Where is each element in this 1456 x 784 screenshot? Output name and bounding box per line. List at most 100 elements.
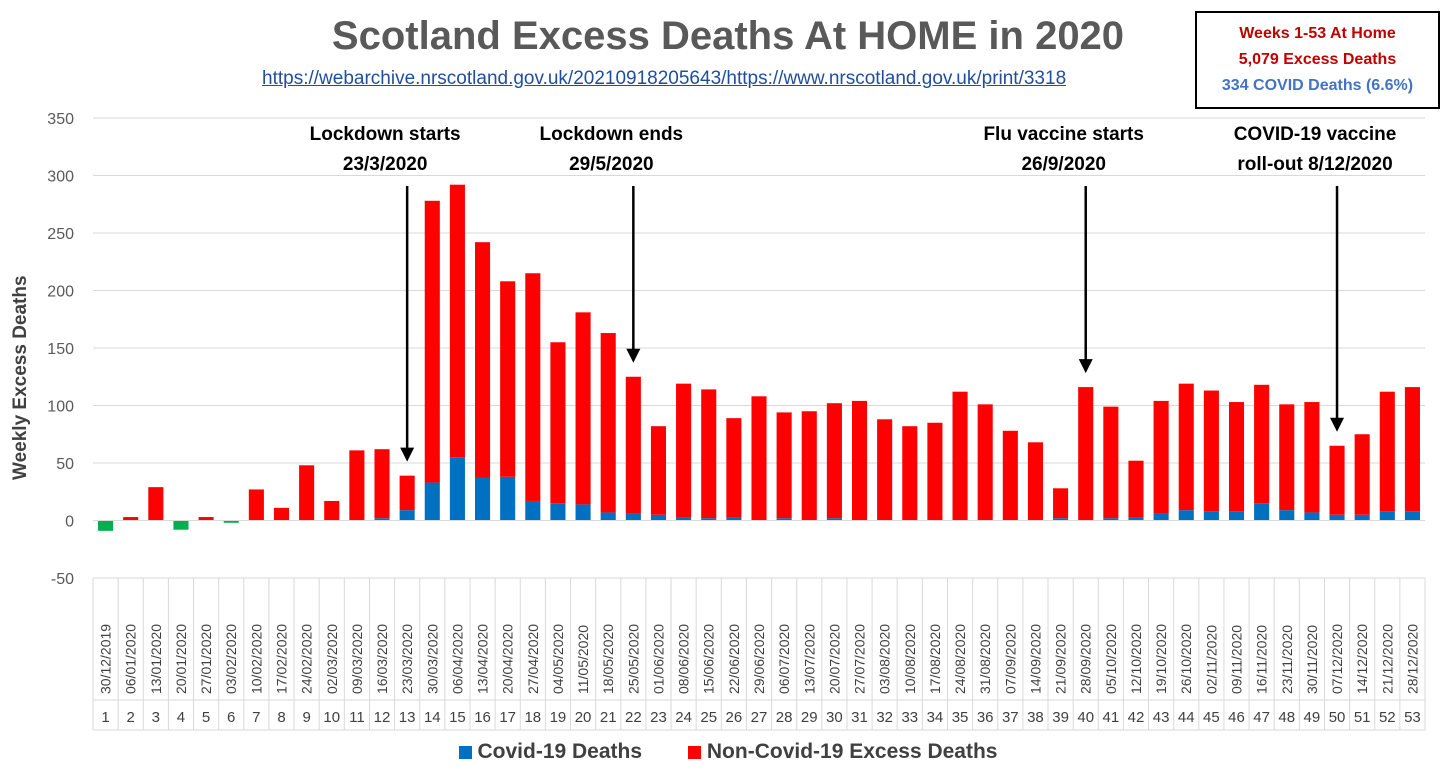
bar-non-covid xyxy=(1254,384,1270,504)
x-tick-date: 06/07/2020 xyxy=(776,624,792,694)
x-tick-date: 08/06/2020 xyxy=(676,624,692,694)
bar-non-covid xyxy=(851,400,868,521)
x-tick-week: 18 xyxy=(524,709,541,726)
summary-line-covid: 334 COVID Deaths (6.6%) xyxy=(1221,77,1414,94)
y-tick-label: 300 xyxy=(47,169,74,186)
x-tick-week: 4 xyxy=(177,709,185,726)
x-tick-date: 03/08/2020 xyxy=(877,624,893,694)
bar-covid xyxy=(826,518,842,521)
bar-covid xyxy=(1379,511,1395,521)
legend-label-covid: Covid-19 Deaths xyxy=(477,740,643,763)
x-tick-week: 48 xyxy=(1278,709,1295,726)
bar-non-covid xyxy=(424,200,440,483)
summary-line-excess: 5,079 Excess Deaths xyxy=(1238,51,1397,68)
x-tick-week: 30 xyxy=(826,709,843,726)
bar-non-covid xyxy=(625,376,641,514)
x-tick-week: 23 xyxy=(650,709,667,726)
y-tick-label: 50 xyxy=(56,456,74,473)
source-link[interactable]: https://webarchive.nrscotland.gov.uk/202… xyxy=(262,68,1067,89)
legend-item-non-covid: Non-Covid-19 Excess Deaths xyxy=(687,740,998,764)
bar-covid xyxy=(1279,510,1295,521)
x-tick-week: 53 xyxy=(1404,709,1421,726)
x-tick-date: 27/07/2020 xyxy=(852,624,868,694)
bar-non-covid xyxy=(148,487,164,521)
x-tick-date: 09/03/2020 xyxy=(349,624,365,694)
bar-non-covid xyxy=(1379,391,1395,512)
x-tick-date: 17/02/2020 xyxy=(273,624,289,694)
x-tick-week: 27 xyxy=(751,709,768,726)
bar-non-covid xyxy=(299,465,315,521)
bar-non-covid xyxy=(500,281,516,477)
annotation-title: Lockdown ends xyxy=(540,124,684,145)
x-tick-date: 23/11/2020 xyxy=(1279,625,1295,694)
annotation-title: COVID-19 vaccine xyxy=(1234,124,1397,145)
bar-non-covid xyxy=(600,333,616,513)
x-tick-date: 27/01/2020 xyxy=(198,624,214,694)
x-tick-week: 20 xyxy=(575,709,592,726)
x-tick-date: 16/03/2020 xyxy=(374,624,390,694)
bar-covid xyxy=(475,477,491,521)
x-tick-date: 11/05/2020 xyxy=(575,625,591,694)
bar-non-covid xyxy=(1128,460,1144,518)
x-tick-week: 42 xyxy=(1128,709,1145,726)
x-tick-week: 51 xyxy=(1354,709,1371,726)
annotation-date: 23/3/2020 xyxy=(343,154,428,175)
bar-covid xyxy=(399,510,415,521)
bar-non-covid xyxy=(826,403,842,519)
x-tick-date: 09/11/2020 xyxy=(1229,625,1245,694)
x-tick-week: 28 xyxy=(776,709,793,726)
bar-non-covid xyxy=(349,450,365,521)
x-tick-week: 14 xyxy=(424,709,441,726)
bar-non-covid xyxy=(952,391,968,521)
bar-covid xyxy=(550,503,566,521)
bar-non-covid xyxy=(1002,430,1018,521)
x-tick-date: 20/04/2020 xyxy=(500,624,516,694)
bar-non-covid xyxy=(449,184,465,458)
bar-covid xyxy=(1254,503,1270,521)
bar-non-covid xyxy=(1279,404,1295,511)
bar-covid xyxy=(1053,518,1069,521)
x-tick-date: 24/02/2020 xyxy=(299,624,315,694)
bar-non-covid xyxy=(650,426,667,515)
summary-box: Weeks 1-53 At Home 5,079 Excess Deaths 3… xyxy=(1195,11,1440,109)
bar-non-covid xyxy=(273,507,290,521)
x-tick-week: 22 xyxy=(625,709,642,726)
x-tick-date: 06/01/2020 xyxy=(123,624,139,694)
bar-covid xyxy=(1178,510,1194,521)
x-tick-date: 10/02/2020 xyxy=(248,624,264,694)
x-tick-date: 24/08/2020 xyxy=(952,624,968,694)
x-tick-week: 40 xyxy=(1077,709,1094,726)
bar-covid xyxy=(449,457,465,521)
x-tick-date: 19/10/2020 xyxy=(1153,624,1169,694)
bar-non-covid xyxy=(927,422,943,521)
legend: Covid-19 Deaths Non-Covid-19 Excess Deat… xyxy=(0,740,1456,764)
bar-covid xyxy=(1404,511,1420,521)
y-tick-label: 150 xyxy=(47,341,74,358)
x-tick-date: 01/06/2020 xyxy=(650,624,666,694)
x-tick-date: 26/10/2020 xyxy=(1178,624,1194,694)
x-tick-week: 2 xyxy=(127,709,135,726)
x-tick-week: 50 xyxy=(1329,709,1346,726)
chart-title: Scotland Excess Deaths At HOME in 2020 xyxy=(331,14,1125,58)
x-tick-date: 12/10/2020 xyxy=(1128,624,1144,694)
bar-non-covid xyxy=(1329,445,1345,515)
bar-covid xyxy=(726,517,742,521)
x-tick-week: 43 xyxy=(1153,709,1170,726)
x-tick-week: 36 xyxy=(977,709,994,726)
bar-non-covid xyxy=(1203,390,1219,512)
x-tick-week: 25 xyxy=(700,709,717,726)
x-tick-week: 15 xyxy=(449,709,466,726)
bar-non-covid-negative xyxy=(173,520,189,530)
bar-non-covid xyxy=(902,426,918,521)
x-tick-week: 16 xyxy=(474,709,491,726)
x-tick-date: 28/09/2020 xyxy=(1078,624,1094,694)
x-tick-week: 1 xyxy=(101,709,109,726)
bar-non-covid xyxy=(1103,406,1119,519)
bar-non-covid xyxy=(1354,434,1370,515)
x-tick-week: 24 xyxy=(675,709,692,726)
x-tick-date: 03/02/2020 xyxy=(223,624,239,694)
annotation-title: Flu vaccine starts xyxy=(983,124,1144,145)
x-tick-date: 02/11/2020 xyxy=(1203,625,1219,694)
annotation-arrow-head xyxy=(1330,417,1345,432)
